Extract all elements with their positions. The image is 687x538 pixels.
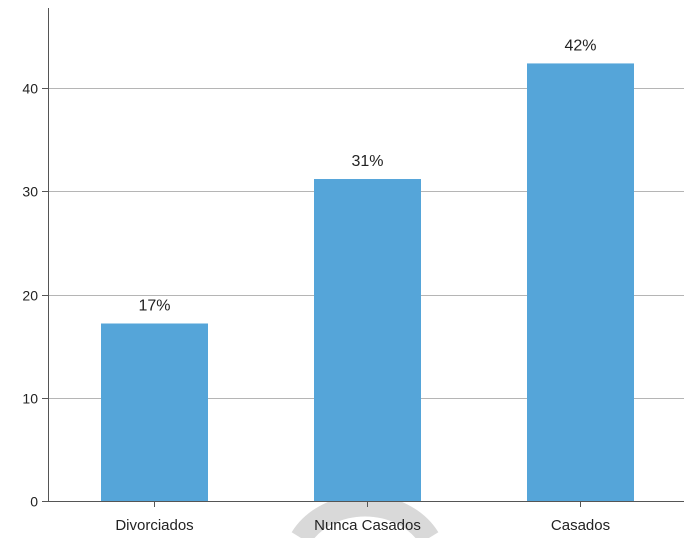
bar-divorciados [101, 323, 208, 501]
y-tick-labels: 0 10 20 30 40 [22, 81, 38, 510]
y-tick-label: 30 [22, 184, 38, 200]
x-tick-label: Divorciados [115, 517, 193, 534]
y-tick-label: 0 [30, 494, 38, 510]
y-tick-label: 10 [22, 391, 38, 407]
watermark-arc [291, 494, 439, 538]
bars [101, 63, 634, 502]
data-label: 31% [351, 153, 383, 170]
y-tick-label: 40 [22, 81, 38, 97]
x-tick-label: Casados [551, 517, 610, 534]
axes [42, 8, 684, 507]
data-label: 17% [138, 297, 170, 314]
data-label: 42% [564, 37, 596, 54]
bar-casados [527, 63, 634, 501]
data-labels: 17% 31% 42% [138, 37, 596, 314]
bar-nunca-casados [314, 179, 421, 502]
y-tick-label: 20 [22, 288, 38, 304]
x-tick-label: Nunca Casados [314, 517, 421, 534]
x-tick-labels: Divorciados Nunca Casados Casados [115, 517, 610, 534]
